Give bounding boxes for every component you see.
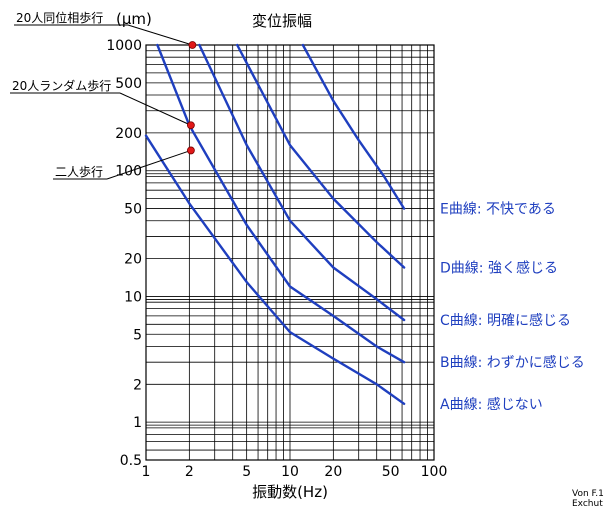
x-axis-label: 振動数(Hz)	[252, 483, 328, 501]
y-tick-label: 10	[124, 289, 142, 305]
curve-line-0	[301, 43, 406, 210]
curve-label-4: A曲線: 感じない	[440, 396, 543, 413]
plot-border	[145, 44, 435, 461]
y-tick-label: 200	[115, 126, 142, 142]
curve-line-1	[236, 43, 406, 269]
x-tick-label: 10	[281, 464, 299, 480]
x-tick-label: 5	[242, 464, 251, 480]
y-tick-label: 20	[124, 252, 142, 268]
curve-labels: E曲線: 不快である D曲線: 強く感じる C曲線: 明確に感じる B曲線: わずかに…	[440, 202, 585, 413]
curve-line-4	[144, 134, 406, 405]
y-tick-label: 5	[133, 327, 142, 343]
curve-label-0: E曲線: 不快である	[440, 202, 556, 218]
annotation-marker-0	[188, 41, 197, 49]
y-tick-label: 1000	[106, 38, 142, 54]
y-tick-label: 500	[115, 76, 142, 92]
annotation-marker-2	[186, 146, 195, 155]
credit-line-1: Von F.1	[572, 489, 604, 499]
credit-line-2: Exchut	[572, 499, 603, 507]
x-tick-label: 2	[185, 464, 194, 480]
annotation-leader-0	[127, 24, 193, 46]
curve-line-2	[198, 43, 406, 322]
annotation-label-0: 20人同位相歩行	[16, 10, 103, 25]
curve-label-3: B曲線: わずかに感じる	[440, 354, 585, 371]
x-tick-label: 50	[382, 464, 400, 480]
chart-title: 変位振幅	[252, 12, 312, 30]
y-axis-unit: (μm)	[116, 10, 152, 28]
curve-label-1: D曲線: 強く感じる	[440, 259, 558, 276]
grid-lines	[145, 44, 435, 461]
annotation-label-2: 二人歩行	[55, 164, 103, 179]
curve-label-2: C曲線: 明確に感じる	[440, 312, 571, 329]
x-tick-label: 1	[142, 464, 151, 480]
annotation-leader-1	[119, 92, 192, 126]
annotation-marker-1	[186, 121, 195, 130]
annotation-label-1: 20人ランダム歩行	[12, 78, 111, 93]
y-tick-label: 50	[124, 202, 142, 218]
y-tick-label: 2	[133, 377, 142, 393]
plot-frame	[145, 44, 435, 461]
y-tick-label: 0.5	[120, 453, 142, 469]
annotation-leader-2	[106, 149, 192, 180]
x-tick-label: 20	[324, 464, 342, 480]
y-tick-label: 1	[133, 415, 142, 431]
curves	[144, 43, 406, 405]
x-tick-label: 100	[421, 464, 448, 480]
